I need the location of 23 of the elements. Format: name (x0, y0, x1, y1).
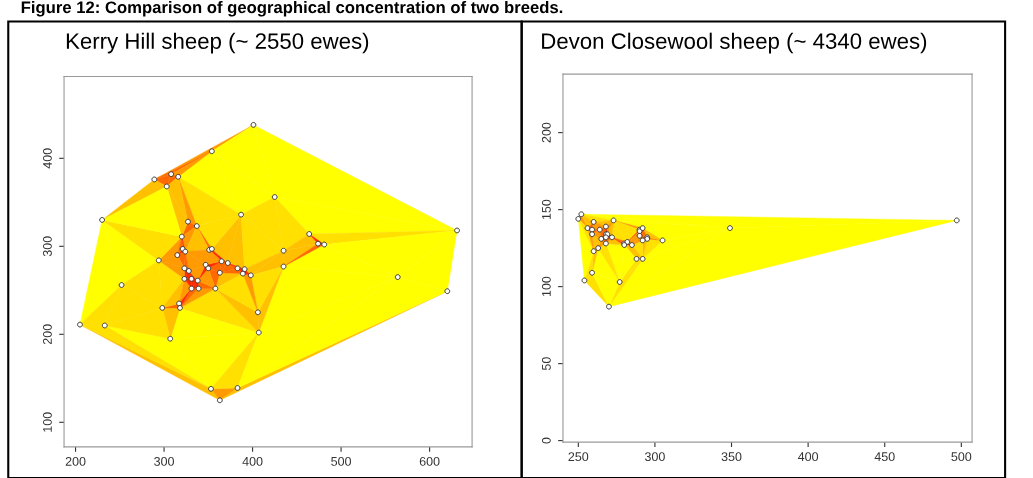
x-tick-label: 500 (331, 456, 352, 466)
y-tick-label: 0 (541, 437, 551, 444)
y-tick-label: 50 (541, 357, 551, 371)
caption: Figure 12: Comparison of geographical concentration of two breeds. (21, 0, 563, 17)
chart-title: Kerry Hill sheep (~ 2550 ewes) (66, 32, 369, 54)
y-tick-label: 200 (541, 122, 551, 143)
chart-title: Devon Closewool sheep (~ 4340 ewes) (542, 32, 927, 54)
y-tick-label: 300 (43, 236, 52, 257)
y-tick-label: 400 (43, 148, 52, 169)
x-tick-label: 600 (419, 456, 440, 466)
x-tick-label: 300 (154, 456, 174, 466)
x-tick-label: 500 (951, 452, 972, 462)
y-tick-label: 150 (541, 199, 551, 220)
x-tick-label: 300 (644, 452, 665, 462)
y-tick-label: 100 (541, 276, 551, 297)
x-tick-label: 400 (797, 452, 819, 462)
x-tick-label: 350 (721, 452, 742, 462)
x-tick-label: 200 (65, 456, 86, 466)
y-tick-label: 100 (43, 412, 52, 432)
y-tick-label: 200 (43, 324, 52, 345)
x-tick-label: 250 (568, 452, 589, 462)
x-tick-label: 450 (874, 452, 895, 462)
x-tick-label: 400 (242, 456, 263, 466)
